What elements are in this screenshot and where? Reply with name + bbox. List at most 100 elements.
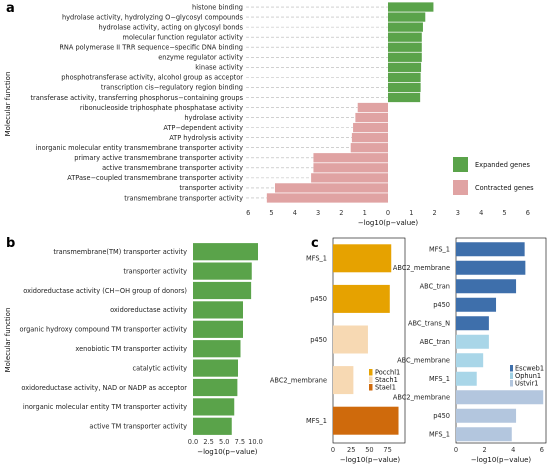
category-label: transcription cis−regulatory region bind… [101,84,243,92]
x-tick-label: 2 [339,209,343,217]
x-tick-label: 75 [383,446,391,454]
category-label: ABC2_membrane [270,376,327,384]
category-label: hydrolase activity [184,114,243,122]
panel-label-b: b [6,236,15,251]
legend-swatch [369,376,373,383]
legend-swatch [369,384,373,391]
x-tick-label: 5 [502,209,506,217]
bar [333,325,368,354]
category-label: hydrolase activity, acting on glycosyl b… [98,23,243,31]
x-tick-label: 10.0 [248,438,263,446]
bar [456,353,484,368]
bar [193,262,252,280]
bar [456,260,526,275]
bar [333,366,354,395]
legend-label: Pocchl1 [375,369,400,377]
bar [313,153,388,163]
bar [388,2,434,12]
bar [456,316,489,331]
category-label: kinase activity [195,64,243,72]
bar [456,334,489,349]
x-tick-label: 2 [432,209,436,217]
category-label: transporter activity [179,184,243,192]
category-label: ABC_membrane [397,357,450,365]
legend-label: Contracted genes [475,184,534,192]
category-label: histone binding [192,3,243,11]
panel-label-c: c [311,236,319,251]
category-label: ATP−dependent activity [163,124,243,132]
category-label: ABC_tran [420,283,450,291]
category-label: oxidoreductase activity [110,306,187,314]
bar [456,297,497,312]
bar [388,22,423,32]
category-label: molecular function regulator activity [123,33,244,41]
bar [456,371,477,386]
x-tick-label: 50 [365,446,373,454]
x-axis-title: −log10(p−value) [197,448,258,456]
category-label: MFS_1 [306,417,327,425]
legend-label: Ophun1 [515,372,541,380]
x-tick-label: 2.5 [203,438,214,446]
category-label: transmembrane transporter activity [124,194,243,202]
category-label: oxidoreductase activity (CH−OH group of … [23,287,187,295]
category-label: phosphotransferase activity, alcohol gro… [61,74,243,82]
bar [193,417,232,435]
plot-background [25,0,550,208]
legend-label: Stach1 [375,376,398,384]
bar [333,244,392,273]
category-label: ABC_tran [420,338,450,346]
bar [388,52,422,62]
category-label: inorganic molecular entity TM transporte… [23,403,187,411]
bar [350,143,388,153]
bar [266,193,388,203]
x-tick-label: 4 [479,209,483,217]
bar [193,301,243,319]
x-tick-label: 25 [347,446,355,454]
category-label: ATP hydrolysis activity [169,134,243,142]
bar [456,242,525,257]
chart-panel-b: transmembrane(TM) transporter activity tr… [4,243,263,456]
bar [388,92,421,103]
bar [456,427,512,442]
category-label: MFS_1 [429,431,450,439]
x-tick-label: 4 [293,209,297,217]
legend-label: Expanded genes [475,161,530,169]
bar [193,243,258,261]
category-label: xenobiotic TM transporter activity [75,345,187,353]
x-tick-label: 5 [269,209,273,217]
category-label: p450 [310,295,327,303]
category-label: MFS_1 [429,375,450,383]
bar [193,359,238,377]
category-label: hydrolase activity, hydrolyzing O−glycos… [62,13,244,21]
legend-swatch [369,369,373,376]
bar [353,122,388,133]
bar [456,390,544,405]
category-label: transmembrane(TM) transporter activity [53,248,187,256]
category-label: RNA polymerase II TRR sequence−specific … [59,44,243,52]
category-label: ABC2_membrane [393,394,450,402]
bar [357,102,388,113]
legend-swatch-expanded [453,157,468,172]
x-tick-label: 6 [526,209,530,217]
legend-swatch [510,365,513,372]
bar [355,112,388,123]
category-label: active TM transporter activity [89,423,187,431]
category-label: ABC2_membrane [393,264,450,272]
y-axis-title: Molecular function [4,308,12,373]
bar [456,408,517,423]
chart-panel-a: histone binding hydrolase activity, hydro… [4,0,550,227]
x-tick-label: 4 [511,446,515,454]
bar [193,320,243,338]
category-label: p450 [433,412,450,420]
bar [193,340,241,358]
legend-swatch [510,372,513,379]
x-tick-label: 2 [482,446,486,454]
x-axis-title: −log10(p−value) [340,456,401,464]
legend-swatch [510,380,513,387]
category-label: transferase activity, transferring phosp… [30,94,243,102]
x-tick-label: 6 [540,446,544,454]
bar [388,62,422,72]
x-tick-label: 0 [331,446,335,454]
x-tick-label: 0.0 [188,438,199,446]
